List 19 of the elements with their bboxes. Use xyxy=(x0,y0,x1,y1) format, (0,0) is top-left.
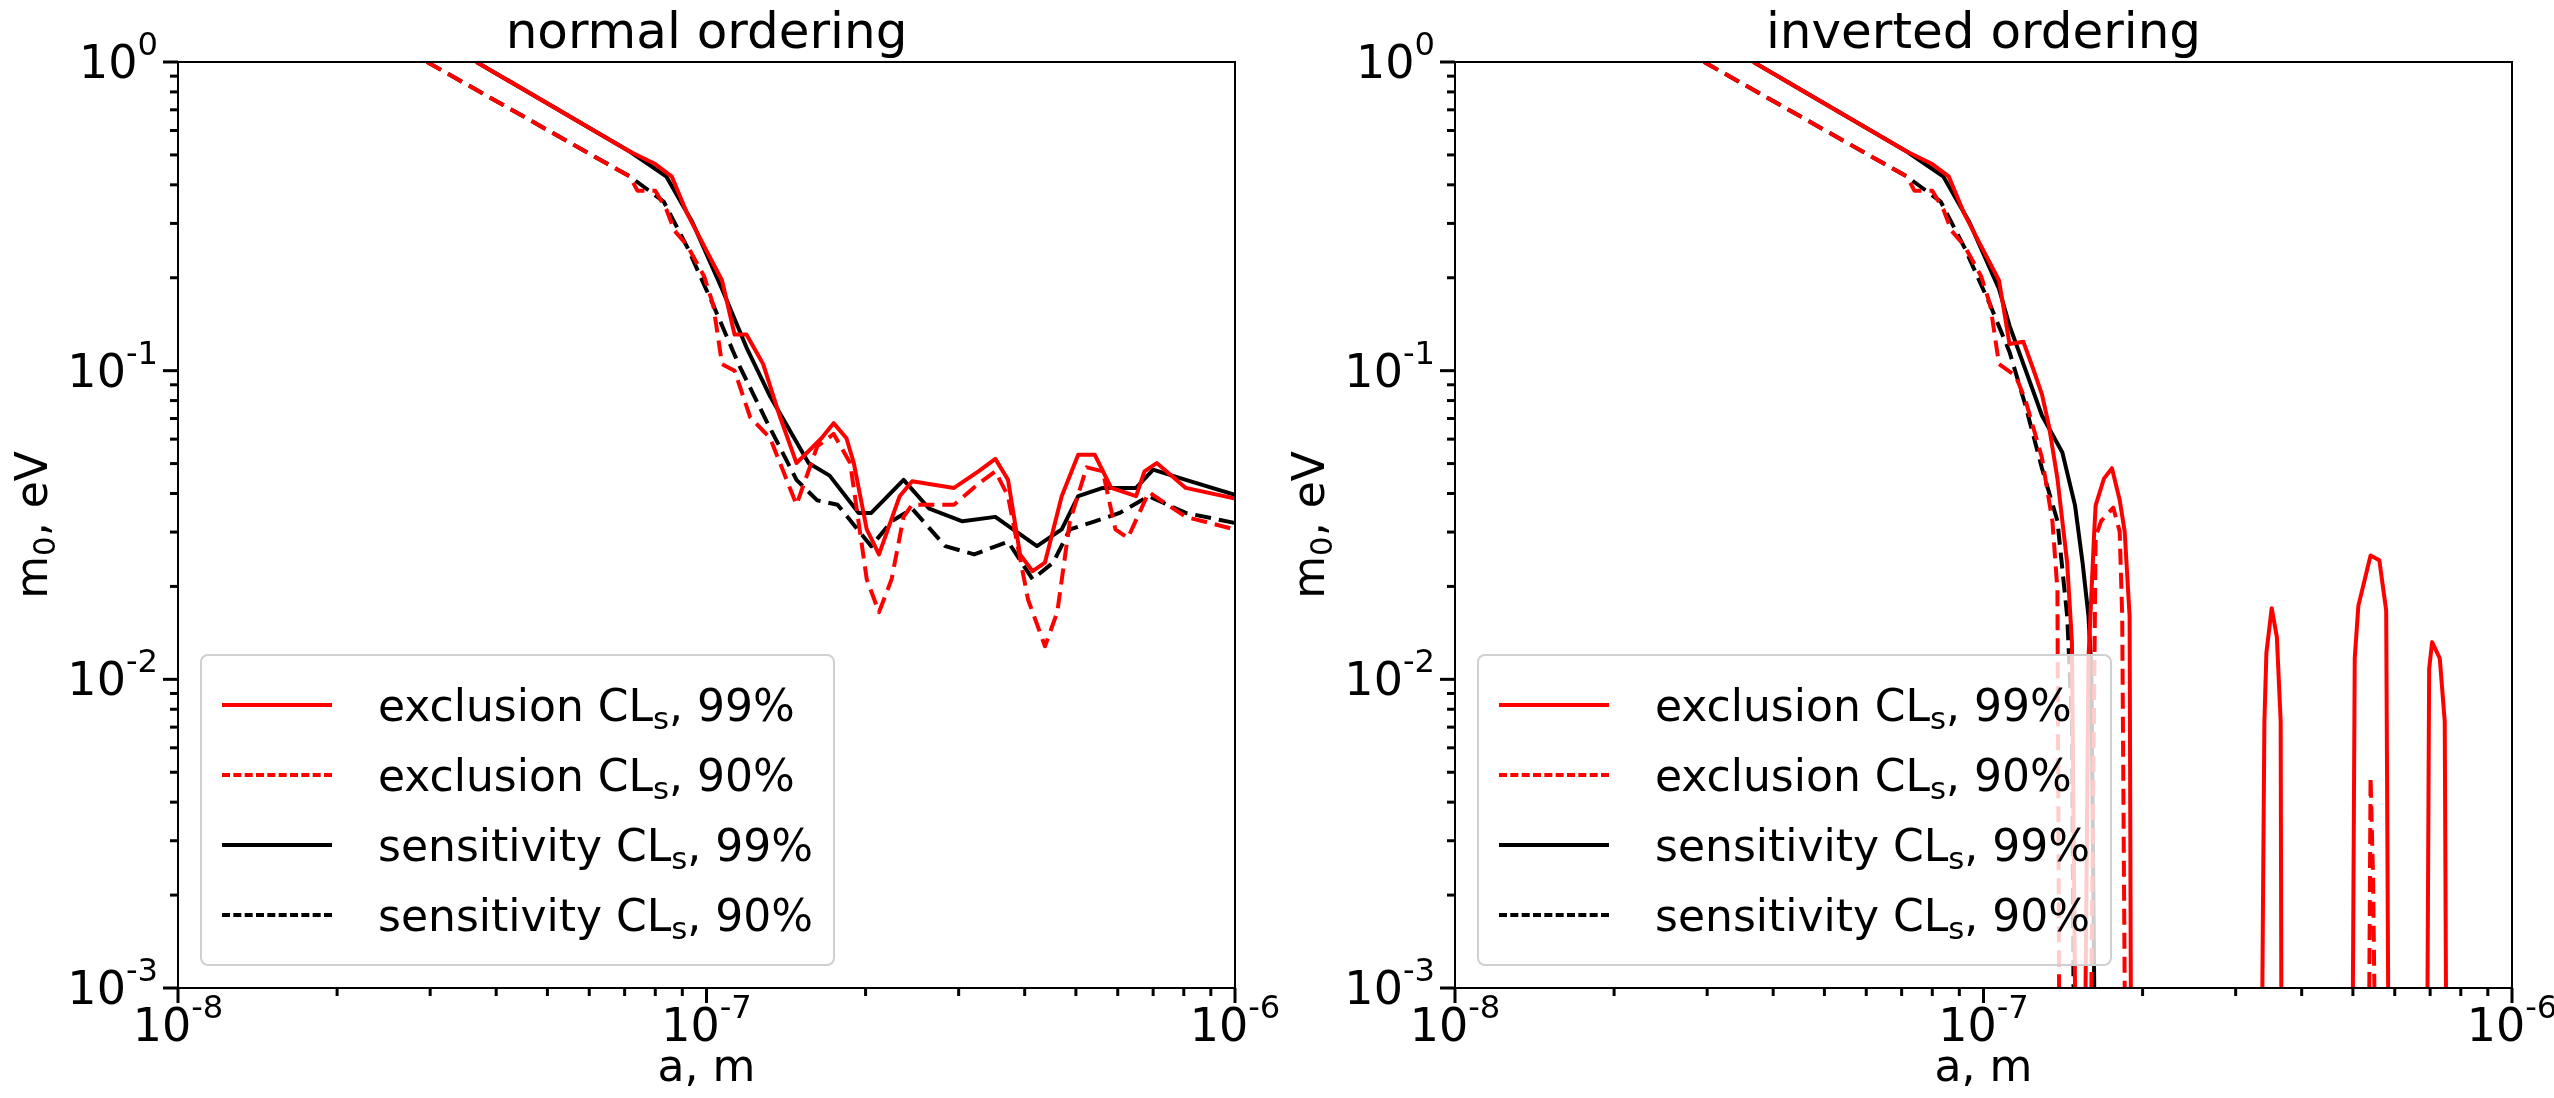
legend-label: exclusion CL$_{s}$, 90% xyxy=(378,749,795,806)
legend-label: exclusion CL$_{s}$, 99% xyxy=(378,679,795,736)
y-tick-label: 10$^{0}$ xyxy=(1355,25,1435,89)
legend-label: sensitivity CL$_{s}$, 99% xyxy=(1655,819,2091,876)
y-tick-label: 10$^{-2}$ xyxy=(1344,642,1435,707)
y-tick-label: 10$^{-2}$ xyxy=(67,642,158,707)
legend-label: sensitivity CL$_{s}$, 90% xyxy=(1655,889,2091,946)
legend-label: exclusion CL$_{s}$, 99% xyxy=(1655,679,2072,736)
y-tick-label: 10$^{0}$ xyxy=(78,25,158,89)
legend-label: sensitivity CL$_{s}$, 99% xyxy=(378,819,814,876)
legend-label: exclusion CL$_{s}$, 90% xyxy=(1655,749,2072,806)
chart-title: inverted ordering xyxy=(1765,2,2202,60)
legend-label: sensitivity CL$_{s}$, 90% xyxy=(378,889,814,946)
x-tick-label: 10$^{-7}$ xyxy=(661,988,752,1052)
y-tick-label: 10$^{-1}$ xyxy=(67,334,158,398)
y-tick-label: 10$^{-1}$ xyxy=(1344,334,1435,398)
chart-title: normal ordering xyxy=(505,2,908,60)
x-tick-label: 10$^{-7}$ xyxy=(1938,988,2029,1052)
x-tick-label: 10$^{-6}$ xyxy=(1189,988,1281,1052)
